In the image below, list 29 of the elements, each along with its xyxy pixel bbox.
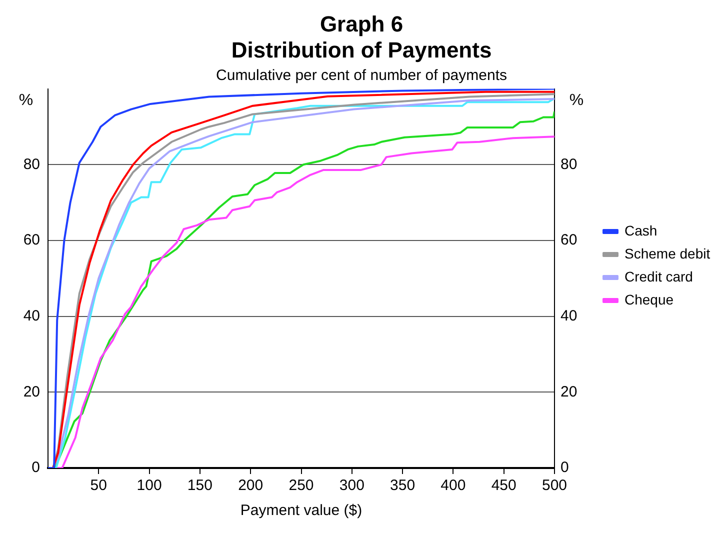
legend-label: Credit card: [624, 268, 693, 284]
x-tick-label: 500: [542, 477, 568, 494]
y2-tick-label: 40: [560, 307, 578, 324]
chart-title: Graph 6 Distribution of Payments: [231, 11, 492, 63]
x-tick-label: 250: [288, 477, 314, 494]
x-tick-label: 350: [390, 477, 416, 494]
y-axis-title: %: [18, 92, 34, 110]
x-tick-label: 100: [136, 477, 162, 494]
y-tick-label: 80: [23, 156, 40, 173]
y2-axis-title: %: [569, 92, 584, 110]
y2-tick-label: 60: [560, 232, 578, 249]
x-tick-label: 300: [339, 477, 364, 494]
legend-label: Cheque: [624, 291, 674, 308]
legend-label: Cash: [624, 222, 658, 238]
y-tick-label: 40: [23, 307, 40, 324]
x-tick-label: 200: [238, 477, 264, 494]
x-tick-label: 450: [491, 477, 516, 494]
legend-label: Scheme debit: [624, 245, 710, 262]
x-tick-label: 50: [90, 477, 107, 494]
y2-tick-label: 80: [560, 156, 578, 173]
x-tick-label: 400: [440, 477, 466, 494]
y-tick-label: 0: [32, 459, 40, 476]
y-tick-label: 60: [23, 232, 40, 249]
y2-tick-label: 20: [560, 383, 578, 400]
y-tick-label: 20: [23, 383, 40, 400]
chart-subtitle: Cumulative per cent of number of payments: [216, 66, 507, 84]
y2-tick-label: 0: [560, 459, 569, 476]
x-axis-title: Payment value ($): [240, 502, 362, 520]
x-tick-label: 150: [187, 477, 212, 494]
